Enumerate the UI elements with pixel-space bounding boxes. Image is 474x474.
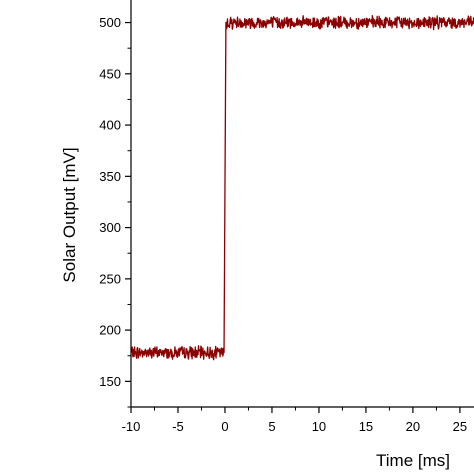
x-tick-label: 0 <box>221 419 228 434</box>
y-tick-label: 150 <box>99 374 121 389</box>
y-tick-label: 400 <box>99 118 121 133</box>
x-tick-label: 20 <box>406 419 420 434</box>
y-tick-label: 350 <box>99 169 121 184</box>
y-axis-title: Solar Output [mV] <box>60 147 79 282</box>
y-tick-label: 450 <box>99 66 121 81</box>
y-tick-label: 300 <box>99 220 121 235</box>
y-ticks: 150 200 250 300 350 400 450 500 <box>99 15 131 408</box>
series-line-0 <box>130 14 474 361</box>
x-ticks: -10 -5 0 5 10 15 20 25 <box>122 407 467 434</box>
x-tick-label: 10 <box>312 419 326 434</box>
plot-area <box>130 14 474 361</box>
y-tick-label: 250 <box>99 271 121 286</box>
y-tick-label: 200 <box>99 323 121 338</box>
x-tick-label: -10 <box>122 419 141 434</box>
x-tick-label: 15 <box>359 419 373 434</box>
x-tick-label: 25 <box>453 419 467 434</box>
x-tick-label: -5 <box>172 419 184 434</box>
y-tick-label: 500 <box>99 15 121 30</box>
x-axis-title: Time [ms] <box>376 451 450 470</box>
axes <box>130 0 474 408</box>
x-tick-label: 5 <box>268 419 275 434</box>
